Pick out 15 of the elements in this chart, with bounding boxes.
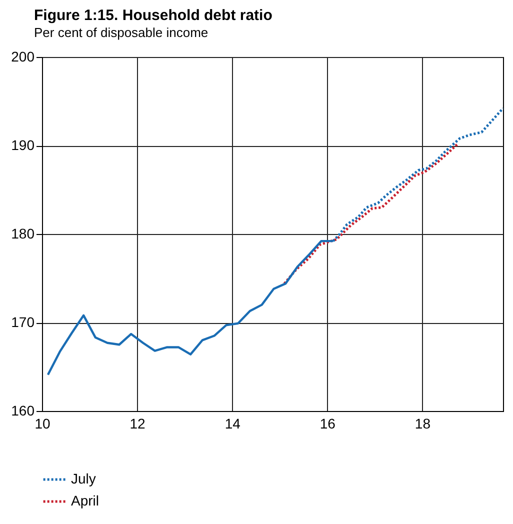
- x-tick-label: 16: [320, 416, 336, 432]
- chart-subtitle: Per cent of disposable income: [34, 25, 208, 40]
- x-tick-label: 12: [130, 416, 146, 432]
- legend-label: July: [71, 470, 96, 486]
- x-tick-label: 10: [34, 416, 50, 432]
- chart-title: Figure 1:15. Household debt ratio: [34, 7, 272, 24]
- legend-label: April: [71, 492, 100, 508]
- y-tick-label: 180: [11, 226, 35, 242]
- line-series: [283, 142, 460, 285]
- x-tick-label: 18: [414, 416, 431, 432]
- y-tick-label: 190: [11, 137, 35, 153]
- x-tick-label: 14: [224, 416, 241, 432]
- y-tick-label: 200: [11, 48, 35, 64]
- y-tick-label: 170: [11, 314, 35, 330]
- y-tick-label: 160: [11, 402, 35, 418]
